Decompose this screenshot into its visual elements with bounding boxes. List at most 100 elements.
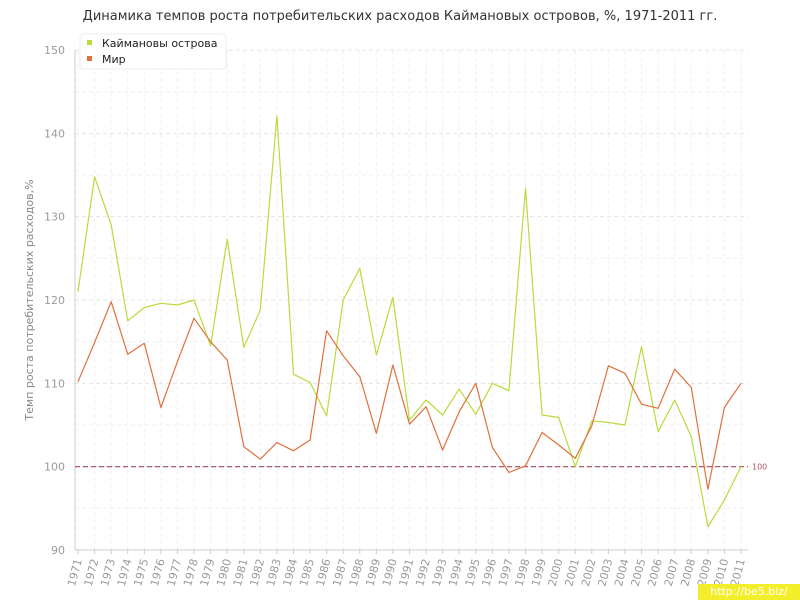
data-point	[557, 416, 560, 419]
y-tick-label: 100	[44, 461, 65, 474]
data-point	[76, 380, 79, 383]
data-point	[192, 298, 195, 301]
legend-swatch	[87, 40, 92, 45]
data-point	[574, 465, 577, 468]
data-point	[308, 438, 311, 441]
reference-line-group: 100	[75, 463, 767, 472]
legend-item-label[interactable]: Мир	[102, 53, 126, 66]
legend-swatch	[87, 56, 92, 61]
y-axis-label: Темп роста потребительских расходов,%	[23, 179, 36, 421]
data-point	[657, 430, 660, 433]
y-tick-label: 140	[44, 127, 65, 140]
data-point	[275, 441, 278, 444]
data-point	[441, 448, 444, 451]
data-point	[458, 410, 461, 413]
data-point	[673, 368, 676, 371]
data-point	[259, 458, 262, 461]
data-point	[723, 406, 726, 409]
data-point	[441, 413, 444, 416]
series	[76, 114, 742, 528]
data-point	[640, 403, 643, 406]
data-point	[491, 382, 494, 385]
data-point	[574, 457, 577, 460]
watermark[interactable]: http://be5.biz/	[698, 584, 800, 600]
data-point	[209, 340, 212, 343]
data-point	[690, 386, 693, 389]
data-point	[723, 498, 726, 501]
data-point	[607, 364, 610, 367]
data-point	[557, 443, 560, 446]
data-point	[358, 267, 361, 270]
data-point	[474, 382, 477, 385]
data-point	[76, 290, 79, 293]
data-point	[242, 445, 245, 448]
data-point	[342, 354, 345, 357]
data-point	[391, 296, 394, 299]
data-point	[507, 471, 510, 474]
data-point	[673, 398, 676, 401]
data-point	[275, 114, 278, 117]
data-point	[623, 423, 626, 426]
data-point	[657, 407, 660, 410]
series-line	[77, 301, 742, 490]
data-point	[226, 358, 229, 361]
data-point	[292, 449, 295, 452]
data-point	[192, 317, 195, 320]
data-point	[226, 238, 229, 241]
y-tick-label: 90	[51, 544, 65, 557]
chart-title: Динамика темпов роста потребительских ра…	[82, 9, 718, 24]
data-point	[143, 342, 146, 345]
data-point	[590, 424, 593, 427]
data-point	[706, 525, 709, 528]
data-point	[308, 381, 311, 384]
data-point	[739, 382, 742, 385]
data-point	[176, 303, 179, 306]
data-point	[507, 389, 510, 392]
legend: Каймановы острова Мир	[79, 33, 227, 70]
data-point	[739, 465, 742, 468]
data-point	[259, 308, 262, 311]
legend-box	[79, 33, 227, 70]
data-point	[706, 488, 709, 491]
y-tick-label: 120	[44, 294, 65, 307]
data-point	[93, 341, 96, 344]
y-tick-label: 150	[44, 44, 65, 57]
data-point	[391, 363, 394, 366]
x-ticks: 1971197219731974197519761977197819791980…	[65, 550, 748, 588]
data-point	[292, 373, 295, 376]
data-point	[126, 319, 129, 322]
legend-item-label[interactable]: Каймановы острова	[102, 37, 217, 50]
reference-line-label: 100	[752, 463, 767, 472]
y-ticks: 90 100 110 120 130 140 150	[44, 44, 65, 557]
data-point	[541, 413, 544, 416]
data-point	[209, 344, 212, 347]
data-point	[375, 432, 378, 435]
data-point	[524, 187, 527, 190]
data-point	[474, 413, 477, 416]
data-point	[458, 388, 461, 391]
data-point	[176, 360, 179, 363]
data-point	[623, 372, 626, 375]
data-point	[424, 405, 427, 408]
data-point	[342, 298, 345, 301]
data-point	[126, 353, 129, 356]
y-tick-label: 130	[44, 211, 65, 224]
data-point	[375, 353, 378, 356]
y-tick-label: 110	[44, 377, 65, 390]
data-point	[690, 435, 693, 438]
data-point	[325, 329, 328, 332]
data-point	[143, 306, 146, 309]
data-point	[110, 223, 113, 226]
data-point	[640, 345, 643, 348]
data-point	[110, 300, 113, 303]
data-point	[93, 175, 96, 178]
data-point	[325, 414, 328, 417]
data-point	[424, 398, 427, 401]
data-point	[358, 375, 361, 378]
series-line	[77, 115, 742, 528]
data-point	[159, 302, 162, 305]
data-point	[159, 406, 162, 409]
data-point	[607, 421, 610, 424]
grid	[75, 49, 748, 550]
